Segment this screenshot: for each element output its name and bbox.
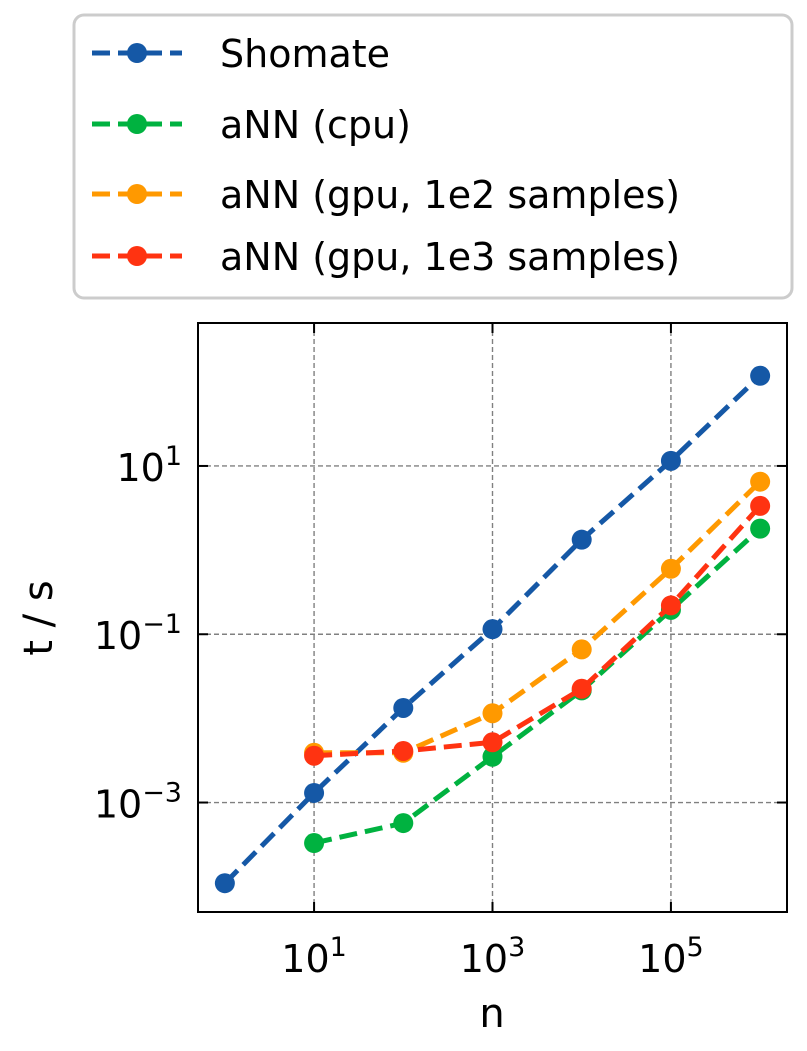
data-point xyxy=(660,450,681,471)
legend-label: Shomate xyxy=(220,32,390,76)
legend-entry: Shomate xyxy=(92,32,390,76)
legend-entry: aNN (gpu, 1e3 samples) xyxy=(92,235,680,279)
data-point xyxy=(750,471,771,492)
data-point xyxy=(750,518,771,539)
ticks: 101 103 105 10−3 10−1 101 xyxy=(94,323,787,981)
x-tick-label: 103 xyxy=(460,932,526,981)
x-tick-label: 105 xyxy=(638,932,704,981)
legend-marker xyxy=(127,184,147,204)
data-point xyxy=(393,740,414,761)
y-axis-label: t / s xyxy=(16,580,62,655)
data-point xyxy=(750,365,771,386)
y-tick-label: 10−3 xyxy=(94,778,182,827)
legend-marker xyxy=(127,114,147,134)
plot-area: 101 103 105 10−3 10−1 101 xyxy=(94,322,788,981)
data-point xyxy=(393,697,414,718)
data-point xyxy=(482,732,503,753)
data-point xyxy=(304,782,325,803)
series-line xyxy=(313,504,762,759)
legend-marker xyxy=(127,246,147,266)
legend: Shomate aNN (cpu) aNN (gpu, 1e2 samples) aN… xyxy=(72,13,794,300)
data-point xyxy=(482,746,503,767)
data-point xyxy=(571,639,592,660)
series-layer xyxy=(214,365,771,894)
legend-entry: aNN (cpu) xyxy=(92,103,411,147)
data-point xyxy=(304,745,325,766)
data-point xyxy=(571,678,592,699)
y-tick-label: 101 xyxy=(116,441,182,490)
legend-frame xyxy=(72,13,794,300)
series-3 xyxy=(304,495,771,766)
legend-marker xyxy=(127,43,147,63)
x-tick-label: 101 xyxy=(281,932,347,981)
data-point xyxy=(482,619,503,640)
series-line xyxy=(313,526,762,846)
data-point xyxy=(571,529,592,550)
data-point xyxy=(750,495,771,516)
series-0 xyxy=(214,365,771,894)
series-line xyxy=(314,479,762,756)
grid xyxy=(198,323,787,912)
legend-label: aNN (gpu, 1e3 samples) xyxy=(220,235,680,279)
y-tick-label: 10−1 xyxy=(94,609,182,658)
data-point xyxy=(214,873,235,894)
data-point xyxy=(660,595,681,616)
series-2 xyxy=(304,471,771,763)
legend-label: aNN (gpu, 1e2 samples) xyxy=(220,173,680,217)
legend-entry: aNN (gpu, 1e2 samples) xyxy=(92,173,680,217)
data-point xyxy=(660,558,681,579)
data-point xyxy=(482,703,503,724)
data-point xyxy=(393,813,414,834)
data-point xyxy=(304,833,325,854)
legend-label: aNN (cpu) xyxy=(220,103,411,147)
x-axis-label: n xyxy=(479,991,504,1037)
